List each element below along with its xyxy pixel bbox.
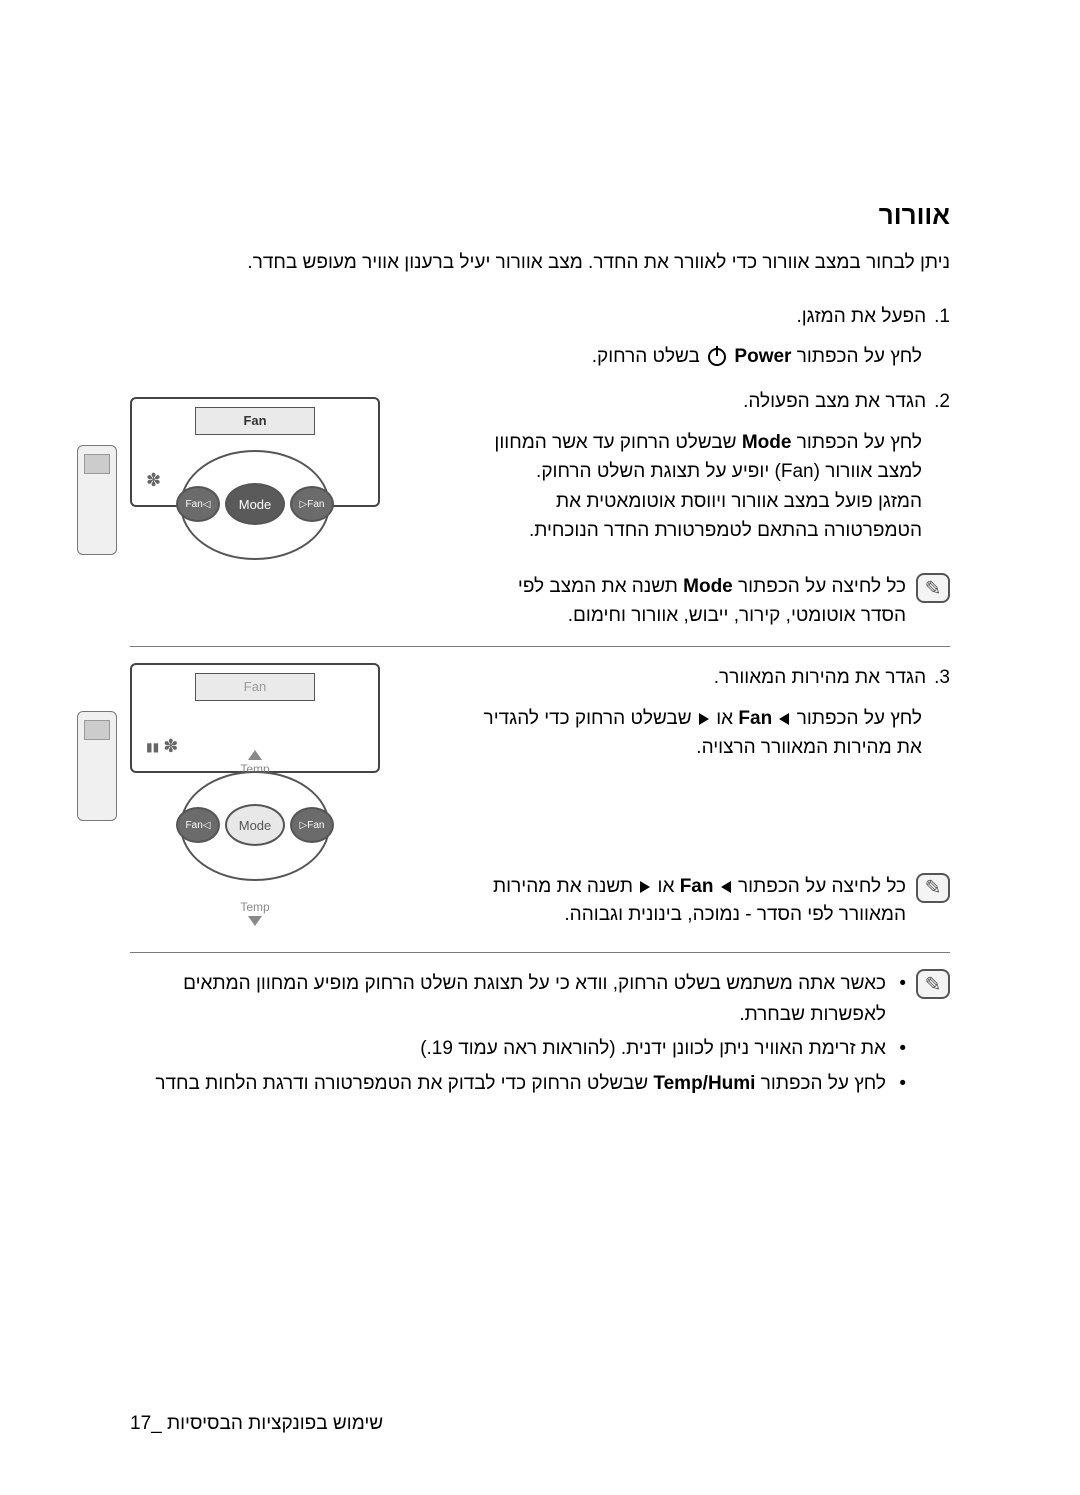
ac-unit-diagram: Fan ✽ ▮▮ Temp ◁Fan Mode Fan▷ Temp (130, 663, 380, 773)
note-icon: ✎ (916, 873, 950, 903)
triangle-right-icon (699, 713, 709, 725)
triangle-right-icon (640, 881, 650, 893)
note-icon: ✎ (916, 573, 950, 603)
dpad-diagram: ◁Fan Mode Fan▷ (170, 445, 340, 565)
step-3-label: הגדר את מהירות המאוורר. (714, 667, 926, 688)
bullet-item: כאשר אתה משתמש בשלט הרחוק, וודא כי על תצ… (130, 969, 906, 1030)
step-3-section: 3. הגדר את מהירות המאוורר. לחץ על הכפתור … (130, 663, 950, 953)
step-2: 2. הגדר את מצב הפעולה. (470, 387, 950, 417)
remote-diagram (77, 711, 117, 821)
step-1-num: 1. (934, 302, 950, 332)
ac-screen-label: Fan (195, 673, 315, 701)
bullet-item: את זרימת האוויר ניתן לכוונן ידנית. (להור… (130, 1034, 906, 1064)
step-2-num: 2. (934, 387, 950, 417)
step-2-label: הגדר את מצב הפעולה. (743, 391, 926, 412)
bullet-item: לחץ על הכפתור Temp/Humi שבשלט הרחוק כדי … (130, 1069, 906, 1099)
step-3-note: ✎ כל לחיצה על הכפתור Fan או תשנה את מהיר… (470, 873, 950, 930)
step-3-illustration: Fan ✽ ▮▮ Temp ◁Fan Mode Fan▷ Temp (130, 663, 380, 773)
triangle-left-icon (779, 713, 789, 725)
dpad-fan-left: ◁Fan (176, 486, 220, 522)
step-3: 3. הגדר את מהירות המאוורר. (470, 663, 950, 693)
step-3-num: 3. (934, 663, 950, 693)
fan-icon: ✽ (146, 470, 161, 491)
step-2-section: 2. הגדר את מצב הפעולה. לחץ על הכפתור Mode… (130, 387, 950, 647)
remote-diagram (77, 445, 117, 555)
footer-note: ✎ כאשר אתה משתמש בשלט הרחוק, וודא כי על … (130, 969, 950, 1103)
dpad-temp-down: Temp (225, 900, 285, 928)
power-icon (708, 348, 726, 366)
step-1-body: לחץ על הכפתור Power בשלט הרחוק. (130, 342, 922, 371)
intro-text: ניתן לבחור במצב אוורור כדי לאוורר את החד… (130, 249, 950, 278)
dpad-fan-right: Fan▷ (290, 807, 334, 843)
section-title: אוורור (130, 200, 950, 231)
dpad-diagram: Temp ◁Fan Mode Fan▷ Temp (170, 766, 340, 886)
dpad-fan-right: Fan▷ (290, 486, 334, 522)
ac-screen-label: Fan (195, 407, 315, 435)
step-1: 1. הפעל את המזגן. (130, 302, 950, 332)
dpad-fan-left: ◁Fan (176, 807, 220, 843)
page-footer: שימוש בפונקציות הבסיסיות _17 (130, 1413, 383, 1435)
dpad-mode: Mode (225, 804, 285, 846)
step-3-body: לחץ על הכפתור Fan או שבשלט הרחוק כדי להג… (470, 704, 922, 763)
note-icon: ✎ (916, 969, 950, 999)
dpad-mode: Mode (225, 483, 285, 525)
ac-unit-diagram: Fan ✽ ◁Fan Mode Fan▷ (130, 397, 380, 507)
fan-speed-icon: ✽ ▮▮ (146, 736, 178, 757)
footer-bullets: כאשר אתה משתמש בשלט הרחוק, וודא כי על תצ… (130, 969, 906, 1103)
step-1-label: הפעל את המזגן. (796, 306, 926, 327)
step-2-note: ✎ כל לחיצה על הכפתור Mode תשנה את המצב ל… (470, 573, 950, 630)
triangle-left-icon (721, 881, 731, 893)
step-2-body: לחץ על הכפתור Mode שבשלט הרחוק עד אשר המ… (470, 428, 922, 546)
step-2-illustration: Fan ✽ ◁Fan Mode Fan▷ (130, 397, 380, 507)
